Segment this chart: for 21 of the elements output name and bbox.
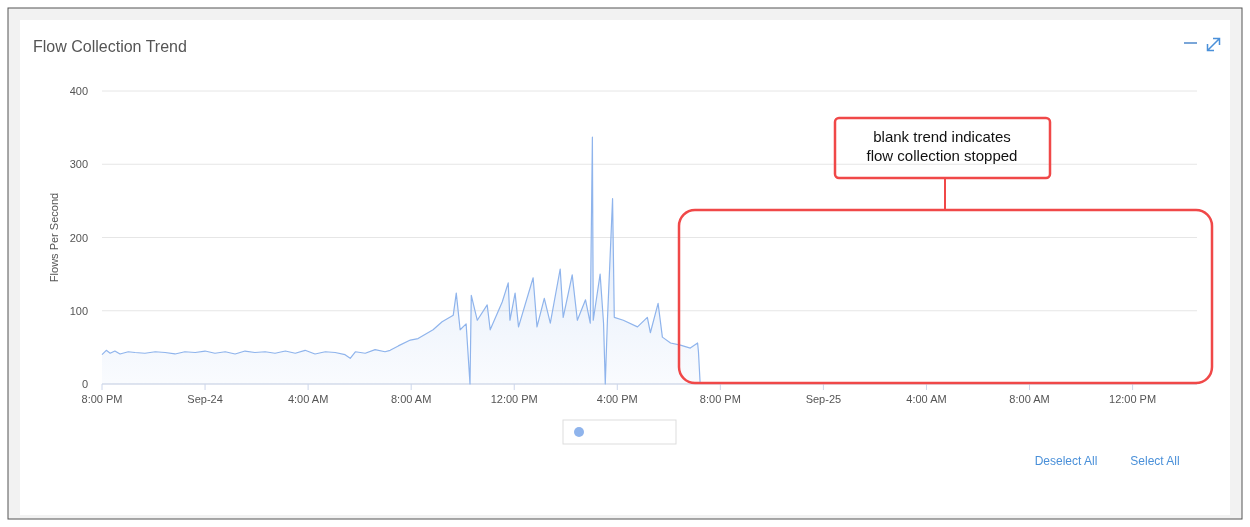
x-tick-label: Sep-25 <box>805 393 842 405</box>
x-tick-label: 4:00 PM <box>596 393 638 405</box>
x-tick-label: 8:00 AM <box>391 393 432 405</box>
x-tick-label: 4:00 AM <box>906 393 947 405</box>
text: Select All <box>1130 454 1180 468</box>
text: Deselect All <box>1034 454 1098 468</box>
y-tick-label: 0 <box>81 378 88 390</box>
x-tick-label: 12:00 PM <box>1109 393 1157 405</box>
x-tick-label: 8:00 AM <box>1009 393 1050 405</box>
x-tick-label: Sep-24 <box>187 393 223 405</box>
x-tick-label: 8:00 PM <box>699 393 741 405</box>
x-tick-label: 8:00 PM <box>81 393 123 405</box>
x-tick-label: 12:00 PM <box>490 393 538 405</box>
y-tick-label: 100 <box>69 304 88 317</box>
chart-title: Flow Collection Trend <box>33 38 187 55</box>
y-tick-label: 400 <box>69 85 88 97</box>
y-axis-title: Flows Per Second <box>48 192 60 283</box>
annotation: blank trend indicates flow collection stopped <box>866 128 1018 164</box>
y-tick-label: 200 <box>69 231 88 244</box>
x-tick-label: 4:00 AM <box>287 393 329 405</box>
y-tick-label: 300 <box>69 158 88 171</box>
